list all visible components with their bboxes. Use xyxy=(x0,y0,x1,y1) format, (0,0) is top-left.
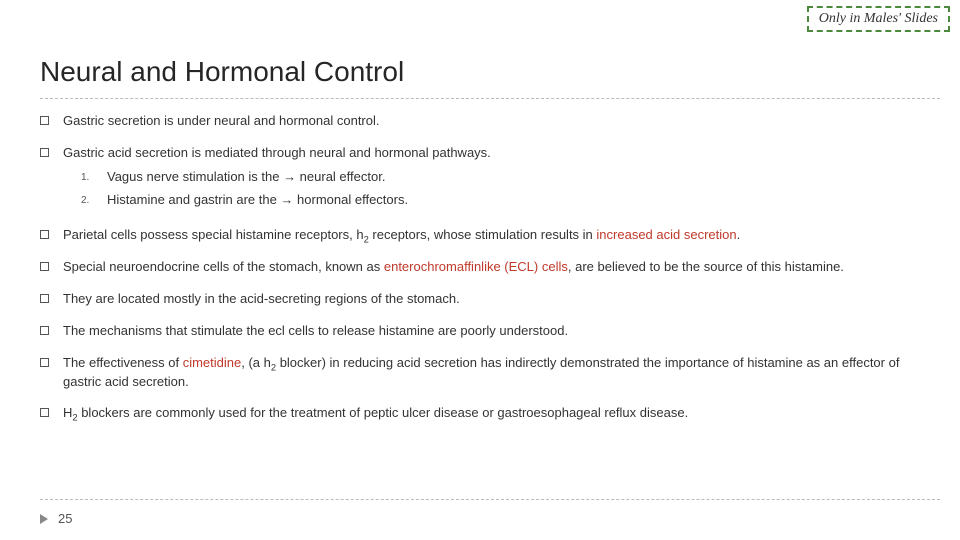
text-span: , are believed to be the source of this … xyxy=(568,259,844,274)
text-span: Gastric acid secretion is mediated throu… xyxy=(63,145,491,160)
bullet-text: H2 blockers are commonly used for the tr… xyxy=(63,404,930,423)
sub-text: Histamine and gastrin are the → hormonal… xyxy=(107,191,408,210)
highlight-text: cimetidine xyxy=(183,355,242,370)
bullet-text: Gastric secretion is under neural and ho… xyxy=(63,112,930,131)
slide-title: Neural and Hormonal Control xyxy=(40,56,404,88)
checkbox-icon xyxy=(40,262,49,271)
text-span: Parietal cells possess special histamine… xyxy=(63,227,364,242)
text-span: . xyxy=(737,227,741,242)
checkbox-icon xyxy=(40,230,49,239)
bullet-text: The mechanisms that stimulate the ecl ce… xyxy=(63,322,930,341)
text-span: , (a h xyxy=(241,355,271,370)
checkbox-icon xyxy=(40,116,49,125)
checkbox-icon xyxy=(40,358,49,367)
text-span: The effectiveness of xyxy=(63,355,183,370)
bullet-text: Special neuroendocrine cells of the stom… xyxy=(63,258,930,277)
bullet-item: Special neuroendocrine cells of the stom… xyxy=(40,258,930,277)
badge-only-males: Only in Males' Slides xyxy=(807,6,950,32)
bullet-item: They are located mostly in the acid-secr… xyxy=(40,290,930,309)
text-span: Special neuroendocrine cells of the stom… xyxy=(63,259,384,274)
footer-divider xyxy=(40,499,940,500)
highlight-text: increased acid secretion xyxy=(596,227,736,242)
bullet-item: H2 blockers are commonly used for the tr… xyxy=(40,404,930,423)
checkbox-icon xyxy=(40,408,49,417)
sub-bullet: 1. Vagus nerve stimulation is the → neur… xyxy=(81,168,930,187)
text-span: H xyxy=(63,405,72,420)
bullet-item: Parietal cells possess special histamine… xyxy=(40,226,930,245)
sublist: 1. Vagus nerve stimulation is the → neur… xyxy=(81,168,930,210)
checkbox-icon xyxy=(40,294,49,303)
text-span: blockers are commonly used for the treat… xyxy=(78,405,689,420)
sub-bullet: 2. Histamine and gastrin are the → hormo… xyxy=(81,191,930,210)
highlight-text: enterochromaffinlike (ECL) cells xyxy=(384,259,568,274)
bullet-item: Gastric secretion is under neural and ho… xyxy=(40,112,930,131)
text-span: receptors, whose stimulation results in xyxy=(369,227,597,242)
content-area: Gastric secretion is under neural and ho… xyxy=(40,112,930,436)
triangle-icon xyxy=(40,514,48,524)
sub-text: Vagus nerve stimulation is the → neural … xyxy=(107,168,385,187)
sub-number: 2. xyxy=(81,194,93,209)
footer: 25 xyxy=(40,511,72,526)
bullet-item: The mechanisms that stimulate the ecl ce… xyxy=(40,322,930,341)
bullet-item: The effectiveness of cimetidine, (a h2 b… xyxy=(40,354,930,392)
checkbox-icon xyxy=(40,326,49,335)
page-number: 25 xyxy=(58,511,72,526)
bullet-text: Parietal cells possess special histamine… xyxy=(63,226,930,245)
sub-number: 1. xyxy=(81,171,93,186)
checkbox-icon xyxy=(40,148,49,157)
title-divider xyxy=(40,98,940,99)
bullet-item: Gastric acid secretion is mediated throu… xyxy=(40,144,930,214)
bullet-text: Gastric acid secretion is mediated throu… xyxy=(63,144,930,214)
bullet-text: The effectiveness of cimetidine, (a h2 b… xyxy=(63,354,930,392)
bullet-text: They are located mostly in the acid-secr… xyxy=(63,290,930,309)
